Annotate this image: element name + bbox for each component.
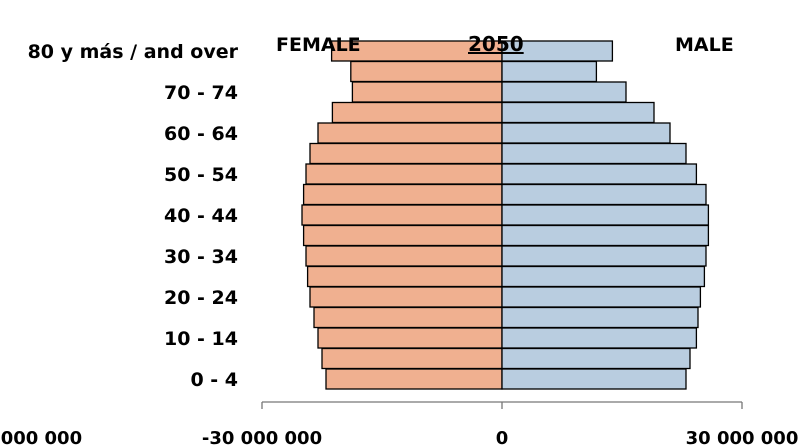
x-tick-label: -60 000 000 — [0, 428, 82, 448]
bar-male-35-39 — [501, 224, 710, 247]
bar-male-0-4 — [501, 368, 687, 390]
bar-male-70-74 — [501, 81, 627, 103]
chart-title-year: 2050 — [468, 32, 524, 56]
bars-layer — [301, 40, 710, 390]
bar-male-30-34 — [501, 245, 707, 267]
bar-female-0-4 — [325, 368, 503, 390]
bar-male-80+ — [501, 40, 614, 62]
y-tick-label: 30 - 34 — [164, 246, 238, 268]
bar-male-20-24 — [501, 286, 702, 308]
y-tick-label: 40 - 44 — [164, 205, 238, 227]
bar-male-60-64 — [501, 122, 671, 144]
bar-male-65-69 — [501, 101, 655, 124]
bar-male-10-14 — [501, 327, 698, 349]
bar-female-25-29 — [306, 265, 503, 288]
header-male: MALE — [675, 34, 734, 56]
header-female: FEMALE — [276, 34, 361, 56]
bar-female-30-34 — [305, 245, 503, 267]
bar-male-15-19 — [501, 306, 699, 329]
bar-female-40-44 — [301, 204, 503, 226]
y-tick-label: 0 - 4 — [190, 369, 238, 391]
y-tick-label: 60 - 64 — [164, 123, 238, 145]
y-axis-labels: 0 - 4 10 - 14 20 - 24 30 - 34 40 - 44 50 - 54… — [28, 41, 239, 391]
bar-female-50-54 — [305, 163, 503, 185]
bar-female-75-79 — [350, 60, 503, 83]
bar-female-5-9 — [321, 347, 503, 370]
y-tick-label: 70 - 74 — [164, 82, 238, 104]
bar-female-45-49 — [302, 183, 503, 206]
y-tick-label: 80 y más / and over — [28, 41, 239, 63]
bar-female-65-69 — [331, 101, 503, 124]
y-tick-label: 50 - 54 — [164, 164, 238, 186]
bar-female-10-14 — [317, 327, 503, 349]
bar-male-50-54 — [501, 163, 698, 185]
bar-female-20-24 — [309, 286, 503, 308]
y-tick-label: 20 - 24 — [164, 287, 238, 309]
bar-male-5-9 — [501, 347, 691, 370]
bar-female-60-64 — [317, 122, 503, 144]
bar-male-75-79 — [501, 60, 598, 83]
x-axis: -60 000 000 -30 000 000 0 30 000 000 — [0, 401, 799, 448]
bar-female-70-74 — [351, 81, 503, 103]
bar-male-40-44 — [501, 204, 710, 226]
y-tick-label: 10 - 14 — [164, 328, 238, 350]
bar-female-35-39 — [302, 224, 503, 247]
bar-female-55-59 — [309, 142, 503, 165]
x-tick-label: 30 000 000 — [686, 428, 799, 448]
x-tick-label: -30 000 000 — [202, 428, 322, 448]
bar-male-45-49 — [501, 183, 707, 206]
x-tick-label: 0 — [496, 428, 509, 448]
bar-male-55-59 — [501, 142, 687, 165]
bar-male-25-29 — [501, 265, 706, 288]
bar-female-15-19 — [313, 306, 503, 329]
